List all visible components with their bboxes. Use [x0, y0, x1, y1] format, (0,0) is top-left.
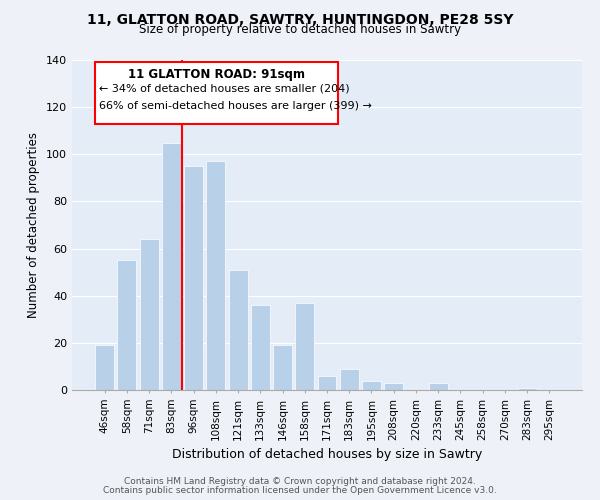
X-axis label: Distribution of detached houses by size in Sawtry: Distribution of detached houses by size … — [172, 448, 482, 461]
Bar — [362, 380, 381, 390]
Bar — [95, 345, 114, 390]
Bar — [273, 345, 292, 390]
Text: Contains HM Land Registry data © Crown copyright and database right 2024.: Contains HM Land Registry data © Crown c… — [124, 477, 476, 486]
Bar — [162, 142, 181, 390]
Bar — [251, 305, 270, 390]
Bar — [429, 383, 448, 390]
Bar — [317, 376, 337, 390]
Bar — [384, 383, 403, 390]
Text: ← 34% of detached houses are smaller (204): ← 34% of detached houses are smaller (20… — [99, 84, 350, 94]
Bar — [118, 260, 136, 390]
Text: Contains public sector information licensed under the Open Government Licence v3: Contains public sector information licen… — [103, 486, 497, 495]
Bar — [184, 166, 203, 390]
Bar — [340, 369, 359, 390]
Bar — [140, 239, 158, 390]
FancyBboxPatch shape — [95, 62, 338, 124]
Bar — [229, 270, 248, 390]
Y-axis label: Number of detached properties: Number of detached properties — [28, 132, 40, 318]
Text: 66% of semi-detached houses are larger (399) →: 66% of semi-detached houses are larger (… — [99, 101, 372, 112]
Bar — [295, 303, 314, 390]
Text: Size of property relative to detached houses in Sawtry: Size of property relative to detached ho… — [139, 22, 461, 36]
Bar — [206, 162, 225, 390]
Bar — [518, 388, 536, 390]
Text: 11, GLATTON ROAD, SAWTRY, HUNTINGDON, PE28 5SY: 11, GLATTON ROAD, SAWTRY, HUNTINGDON, PE… — [87, 12, 513, 26]
Text: 11 GLATTON ROAD: 91sqm: 11 GLATTON ROAD: 91sqm — [128, 68, 305, 81]
